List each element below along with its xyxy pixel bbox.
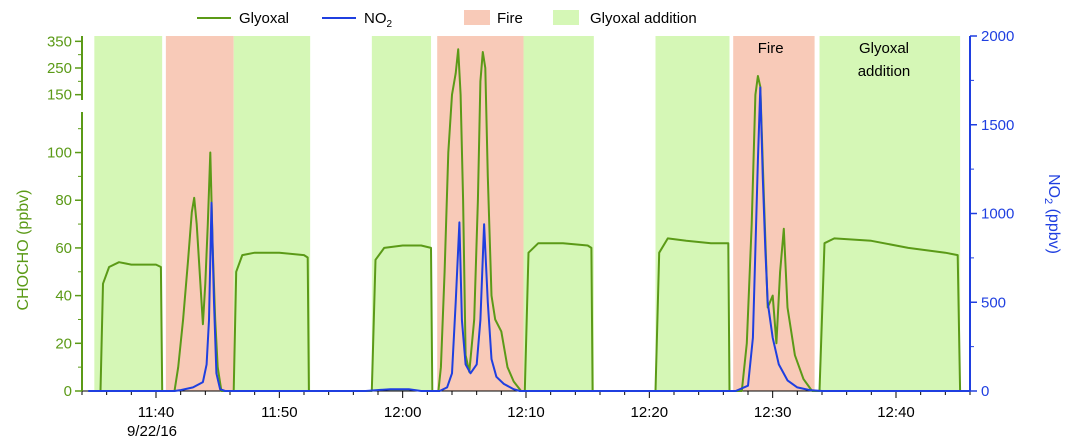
y-left-tick-label: 60 [55, 240, 72, 257]
glyoxal-addition-period-6 [655, 36, 730, 391]
legend-swatch-3 [553, 10, 579, 25]
y-left-tick-label: 250 [47, 60, 72, 77]
glyoxal-addition-period-5 [523, 36, 594, 391]
annotation-glyoxal-addition-line1: Glyoxal [859, 40, 909, 57]
series-lines [88, 48, 970, 392]
glyoxal-addition-period-3 [371, 36, 432, 391]
y-left-tick-label: 150 [47, 87, 72, 104]
x-tick-label: 11:50 [261, 404, 297, 421]
x-tick-label: 12:30 [754, 404, 792, 421]
y-right-title-unit: (ppbv) [1045, 204, 1062, 254]
y-right-tick-label: 1500 [981, 117, 1014, 134]
x-tick-label: 11:40 [138, 404, 174, 421]
x-tick-label: 12:20 [631, 404, 669, 421]
x-tick-label: 12:40 [877, 404, 915, 421]
x-tick-label: 12:00 [384, 404, 422, 421]
legend-label-3: Glyoxal addition [590, 10, 697, 27]
legend-label-subscript: 2 [387, 19, 393, 30]
glyoxal-addition-period-2 [233, 36, 311, 391]
y-left-tick-label: 80 [55, 192, 72, 209]
legend-label-1: NO2 [364, 10, 393, 30]
y-left-tick-label: 350 [47, 33, 72, 50]
y-right-tick-label: 500 [981, 294, 1006, 311]
legend-label-2: Fire [497, 10, 523, 27]
legend-label-text: Glyoxal [239, 10, 289, 27]
y-right-title-main: NO [1045, 174, 1062, 198]
y-left-axis-title: CHOCHO (ppbv) [15, 190, 32, 311]
legend-swatch-2 [464, 10, 490, 25]
y-right-title-subscript: 2 [1042, 198, 1054, 204]
x-date-label: 9/22/16 [127, 423, 177, 440]
y-left-tick-label: 100 [47, 145, 72, 162]
legend-label-0: Glyoxal [239, 10, 289, 27]
legend-label-text: NO [364, 10, 387, 27]
glyoxal-addition-period-8 [819, 36, 961, 391]
y-right-tick-label: 1000 [981, 206, 1014, 223]
legend-label-text: Glyoxal addition [590, 10, 697, 27]
y-right-tick-label: 2000 [981, 28, 1014, 45]
legend: Glyoxal NO2 Fire Glyoxal addition [197, 10, 697, 30]
series-line-no2 [88, 86, 970, 392]
annotation-glyoxal-addition-line2: addition [858, 63, 911, 80]
y-left-tick-label: 40 [55, 288, 72, 305]
shaded-periods [94, 36, 961, 391]
y-right-tick-label: 0 [981, 383, 989, 400]
y-left-tick-label: 0 [64, 383, 72, 400]
legend-label-text: Fire [497, 10, 523, 27]
fire-period-7 [733, 36, 815, 391]
y-left-tick-label: 20 [55, 335, 72, 352]
annotation-fire: Fire [758, 40, 784, 57]
y-right-axis-title: NO2 (ppbv) [1042, 174, 1062, 254]
labels: 11:40 11:50 12:00 12:10 12:20 12:30 12:40 9/22/… [15, 28, 1062, 440]
x-tick-label: 12:10 [507, 404, 545, 421]
glyoxal-addition-period-0 [94, 36, 163, 391]
fire-period-1 [165, 36, 234, 391]
